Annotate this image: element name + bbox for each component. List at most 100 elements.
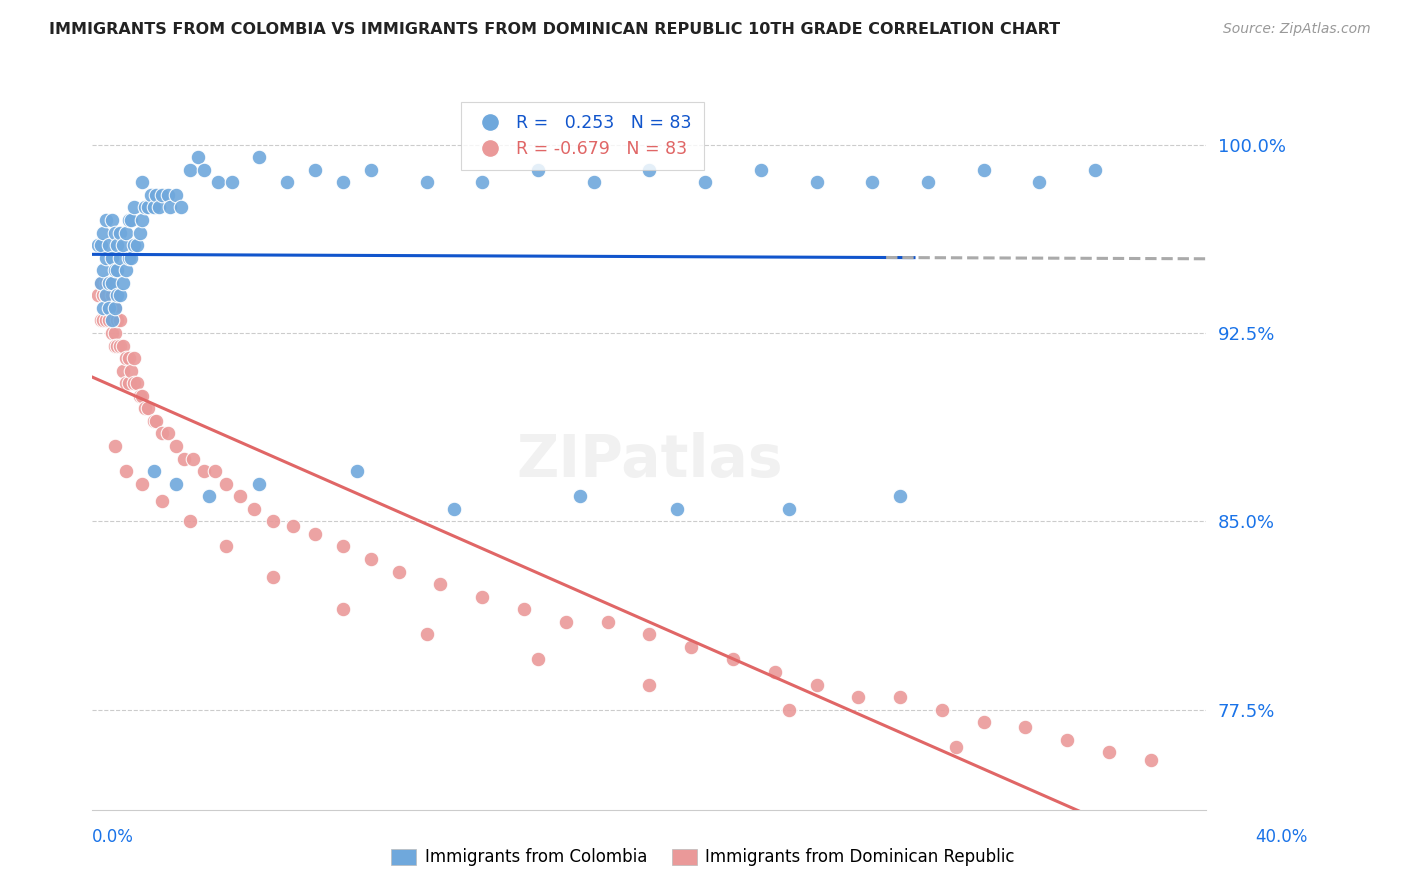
Point: [360, 162, 382, 177]
Point: [179, 162, 201, 177]
Point: [96, 213, 118, 227]
Point: [96, 276, 118, 290]
Point: [145, 414, 167, 428]
Point: [889, 489, 911, 503]
Text: 0.0%: 0.0%: [91, 828, 134, 846]
Point: [93, 288, 115, 302]
Point: [1014, 720, 1036, 734]
Point: [98, 238, 121, 252]
Point: [582, 175, 605, 189]
Point: [128, 226, 150, 240]
Point: [111, 338, 134, 352]
Point: [262, 569, 284, 583]
Point: [105, 313, 128, 327]
Point: [1084, 162, 1107, 177]
Point: [105, 238, 128, 252]
Point: [114, 464, 136, 478]
Point: [134, 201, 156, 215]
Point: [1056, 732, 1078, 747]
Point: [108, 338, 131, 352]
Point: [346, 464, 368, 478]
Point: [134, 401, 156, 416]
Point: [96, 288, 118, 302]
Point: [304, 162, 326, 177]
Point: [150, 426, 173, 441]
Point: [150, 187, 173, 202]
Point: [429, 577, 451, 591]
Text: Source: ZipAtlas.com: Source: ZipAtlas.com: [1223, 22, 1371, 37]
Point: [513, 602, 536, 616]
Point: [108, 226, 131, 240]
Point: [120, 251, 142, 265]
Point: [105, 338, 128, 352]
Text: IMMIGRANTS FROM COLOMBIA VS IMMIGRANTS FROM DOMINICAN REPUBLIC 10TH GRADE CORREL: IMMIGRANTS FROM COLOMBIA VS IMMIGRANTS F…: [49, 22, 1060, 37]
Point: [101, 313, 124, 327]
Point: [204, 464, 226, 478]
Point: [98, 313, 121, 327]
Point: [114, 263, 136, 277]
Point: [122, 201, 145, 215]
Point: [96, 251, 118, 265]
Point: [554, 615, 576, 629]
Point: [90, 313, 112, 327]
Point: [165, 476, 187, 491]
Point: [104, 439, 127, 453]
Point: [1139, 753, 1161, 767]
Point: [221, 175, 243, 189]
Point: [471, 175, 494, 189]
Point: [187, 150, 209, 164]
Point: [145, 187, 167, 202]
Point: [443, 501, 465, 516]
Point: [117, 351, 139, 365]
Point: [471, 590, 494, 604]
Point: [193, 162, 215, 177]
Point: [173, 451, 195, 466]
Point: [415, 175, 437, 189]
Point: [122, 376, 145, 391]
Point: [778, 501, 800, 516]
Point: [101, 276, 124, 290]
Point: [122, 238, 145, 252]
Point: [931, 703, 953, 717]
Point: [117, 251, 139, 265]
Point: [156, 426, 179, 441]
Point: [87, 238, 110, 252]
Point: [165, 187, 187, 202]
Point: [136, 201, 159, 215]
Point: [93, 226, 115, 240]
Point: [693, 175, 716, 189]
Point: [136, 401, 159, 416]
Point: [638, 627, 661, 641]
Point: [104, 338, 127, 352]
Point: [98, 301, 121, 315]
Point: [101, 326, 124, 340]
Point: [215, 476, 238, 491]
Point: [114, 351, 136, 365]
Point: [917, 175, 939, 189]
Text: ZIPatlas: ZIPatlas: [516, 432, 783, 489]
Point: [96, 313, 118, 327]
Point: [105, 263, 128, 277]
Point: [165, 439, 187, 453]
Point: [114, 376, 136, 391]
Point: [111, 364, 134, 378]
Point: [806, 677, 828, 691]
Point: [170, 201, 193, 215]
Point: [131, 476, 153, 491]
Point: [142, 464, 165, 478]
Point: [181, 451, 204, 466]
Point: [193, 464, 215, 478]
Point: [527, 652, 550, 666]
Point: [117, 213, 139, 227]
Point: [125, 238, 148, 252]
Point: [198, 489, 221, 503]
Point: [281, 519, 304, 533]
Point: [139, 187, 162, 202]
Point: [262, 514, 284, 528]
Point: [104, 326, 127, 340]
Point: [596, 615, 619, 629]
Point: [101, 301, 124, 315]
Point: [681, 640, 703, 654]
Point: [114, 226, 136, 240]
Point: [860, 175, 883, 189]
